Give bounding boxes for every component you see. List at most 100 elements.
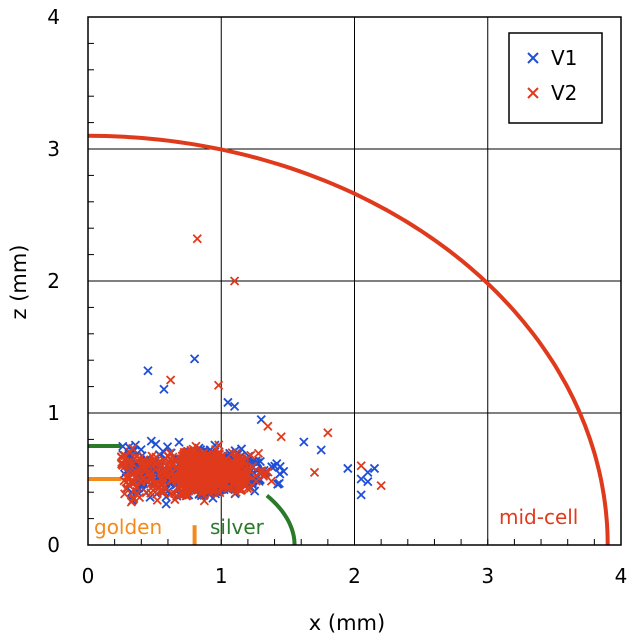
point-v1 <box>369 463 380 474</box>
point-v2 <box>239 476 249 486</box>
point-v2 <box>245 483 255 493</box>
y-axis-label: z (mm) <box>7 245 31 320</box>
point-v2 <box>236 454 247 464</box>
point-v2 <box>200 465 210 475</box>
point-v2 <box>212 465 222 476</box>
point-v2 <box>376 480 386 491</box>
point-v2 <box>120 489 130 499</box>
point-v2 <box>133 468 144 479</box>
y-tick-label: 1 <box>47 401 60 425</box>
point-v1 <box>118 441 128 452</box>
point-v2 <box>205 454 215 465</box>
legend-box <box>508 32 603 124</box>
legend-label-v1: V1 <box>551 46 577 70</box>
point-v2 <box>248 462 258 472</box>
annotation-golden: golden <box>94 515 162 539</box>
tick-labels: 0 1 2 3 4 0 1 2 3 4 <box>47 5 627 588</box>
legend-marker-v1 <box>527 52 539 64</box>
point-v2 <box>131 489 141 500</box>
x-tick-label: 1 <box>215 564 228 588</box>
x-tick-label: 4 <box>615 564 628 588</box>
point-v2 <box>191 463 201 474</box>
curve-silver-arc <box>265 494 297 545</box>
point-v1 <box>143 366 153 376</box>
point-v2 <box>190 453 200 463</box>
point-v2 <box>214 440 224 450</box>
point-v2 <box>192 234 202 244</box>
point-v2 <box>173 483 183 494</box>
point-v2 <box>165 462 175 472</box>
point-v1 <box>146 436 156 446</box>
curve-mid-cell <box>87 133 610 546</box>
point-v2 <box>199 496 209 506</box>
point-v1 <box>272 458 282 469</box>
point-v2 <box>128 443 138 453</box>
y-tick-label: 0 <box>47 533 60 557</box>
point-v2 <box>190 475 200 485</box>
point-v2 <box>116 452 127 462</box>
point-v2 <box>181 481 191 491</box>
point-v2 <box>231 487 241 498</box>
plot-frame <box>87 16 622 546</box>
point-v2 <box>216 475 227 485</box>
point-v1 <box>343 463 353 474</box>
point-v1 <box>189 354 200 364</box>
point-v2 <box>166 476 177 486</box>
point-v2 <box>163 451 173 461</box>
point-v2 <box>191 441 201 451</box>
point-v1 <box>273 479 283 489</box>
point-v2 <box>263 467 273 477</box>
point-v2 <box>165 375 176 385</box>
point-v2 <box>182 446 192 456</box>
legend-label-v2: V2 <box>551 81 577 105</box>
point-v1 <box>174 437 184 447</box>
point-v2 <box>170 455 180 465</box>
point-v2 <box>180 489 191 499</box>
point-v1 <box>159 384 169 394</box>
point-v2 <box>135 454 145 464</box>
legend-marker-v2 <box>527 87 539 99</box>
point-v1 <box>151 439 161 449</box>
point-v2 <box>141 488 151 498</box>
point-v2 <box>123 456 133 467</box>
point-v2 <box>213 380 224 390</box>
x-tick-label: 2 <box>348 564 361 588</box>
point-v2 <box>145 472 155 482</box>
point-v2 <box>136 476 146 487</box>
annotation-silver: silver <box>210 515 265 539</box>
point-v1 <box>316 445 326 455</box>
point-v2 <box>323 428 333 438</box>
point-v2 <box>228 469 238 479</box>
point-v1 <box>162 442 173 452</box>
point-v2 <box>266 476 277 486</box>
point-v2 <box>158 486 168 496</box>
x-tick-label: 0 <box>82 564 95 588</box>
point-v2 <box>120 461 131 471</box>
point-v2 <box>236 455 247 465</box>
point-v2 <box>159 469 170 479</box>
point-v2 <box>219 456 229 466</box>
point-v2 <box>166 488 177 499</box>
point-v2 <box>276 432 286 442</box>
point-v2 <box>169 488 180 499</box>
point-v1 <box>279 466 289 477</box>
point-v2 <box>309 467 320 478</box>
point-v2 <box>155 479 165 490</box>
point-v1 <box>161 499 171 509</box>
point-v2 <box>246 450 256 461</box>
data-points <box>116 234 386 509</box>
point-v2 <box>356 461 366 471</box>
point-v2 <box>229 276 240 286</box>
point-v2 <box>128 494 139 504</box>
point-v2 <box>151 452 161 462</box>
point-v2 <box>124 473 134 484</box>
point-v1 <box>229 401 240 412</box>
point-v2 <box>179 453 190 463</box>
point-v2 <box>210 457 221 468</box>
y-tick-label: 4 <box>47 5 60 29</box>
point-v1 <box>356 490 366 500</box>
point-v2 <box>179 476 189 486</box>
point-v2 <box>187 484 197 495</box>
